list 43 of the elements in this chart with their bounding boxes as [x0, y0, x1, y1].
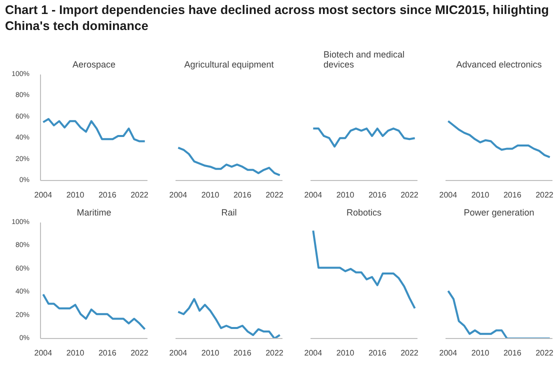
chart-title: Aerospace	[72, 60, 116, 70]
x-tick-label: 2010	[201, 190, 220, 200]
x-tick-label: 2016	[503, 348, 522, 358]
x-tick-label: 2010	[201, 348, 220, 358]
x-tick-label: 2022	[536, 348, 554, 358]
x-tick-label: 2016	[98, 348, 117, 358]
x-tick-label: 2022	[266, 348, 284, 358]
x-tick-label: 2004	[169, 348, 188, 358]
x-tick-label: 2010	[66, 348, 85, 358]
x-tick-label: 2004	[304, 348, 323, 358]
x-tick-label: 2016	[233, 348, 252, 358]
x-tick-label: 2016	[233, 190, 252, 200]
x-tick-label: 2022	[400, 190, 419, 200]
chart-title: Rail	[221, 208, 237, 218]
x-tick-label: 2016	[368, 348, 387, 358]
x-tick-label: 2010	[471, 190, 490, 200]
line-series	[42, 293, 146, 330]
chart-title: Biotech and medical devices	[323, 50, 405, 70]
x-tick-label: 2004	[439, 348, 458, 358]
x-tick-label: 2016	[368, 190, 387, 200]
chart-title: Power generation	[464, 208, 534, 218]
text: Chart 1 - Import dependencies have declined across most sectors since MIC2015, hilighting China's tech dominance	[5, 2, 550, 34]
x-tick-label: 2004	[439, 190, 458, 200]
x-tick-label: 2004	[34, 348, 53, 358]
chart-title: Robotics	[346, 208, 382, 218]
x-tick-label: 2016	[503, 190, 522, 200]
x-tick-label: 2016	[98, 190, 117, 200]
x-tick-label: 2022	[536, 190, 554, 200]
x-tick-label: 2010	[336, 190, 355, 200]
x-tick-label: 2022	[266, 190, 284, 200]
x-tick-label: 2010	[471, 348, 490, 358]
chart-title: Advanced electronics	[456, 60, 542, 70]
line-series	[42, 118, 146, 142]
x-tick-label: 2004	[169, 190, 188, 200]
x-tick-label: 2022	[400, 348, 419, 358]
x-tick-label: 2010	[66, 190, 85, 200]
x-tick-label: 2022	[130, 190, 149, 200]
x-tick-label: 2004	[304, 190, 323, 200]
x-tick-label: 2022	[130, 348, 149, 358]
x-tick-label: 2004	[34, 190, 53, 200]
x-tick-label: 2010	[336, 348, 355, 358]
chart-title: Maritime	[76, 208, 112, 218]
chart-title: Agricultural equipment	[184, 60, 274, 70]
